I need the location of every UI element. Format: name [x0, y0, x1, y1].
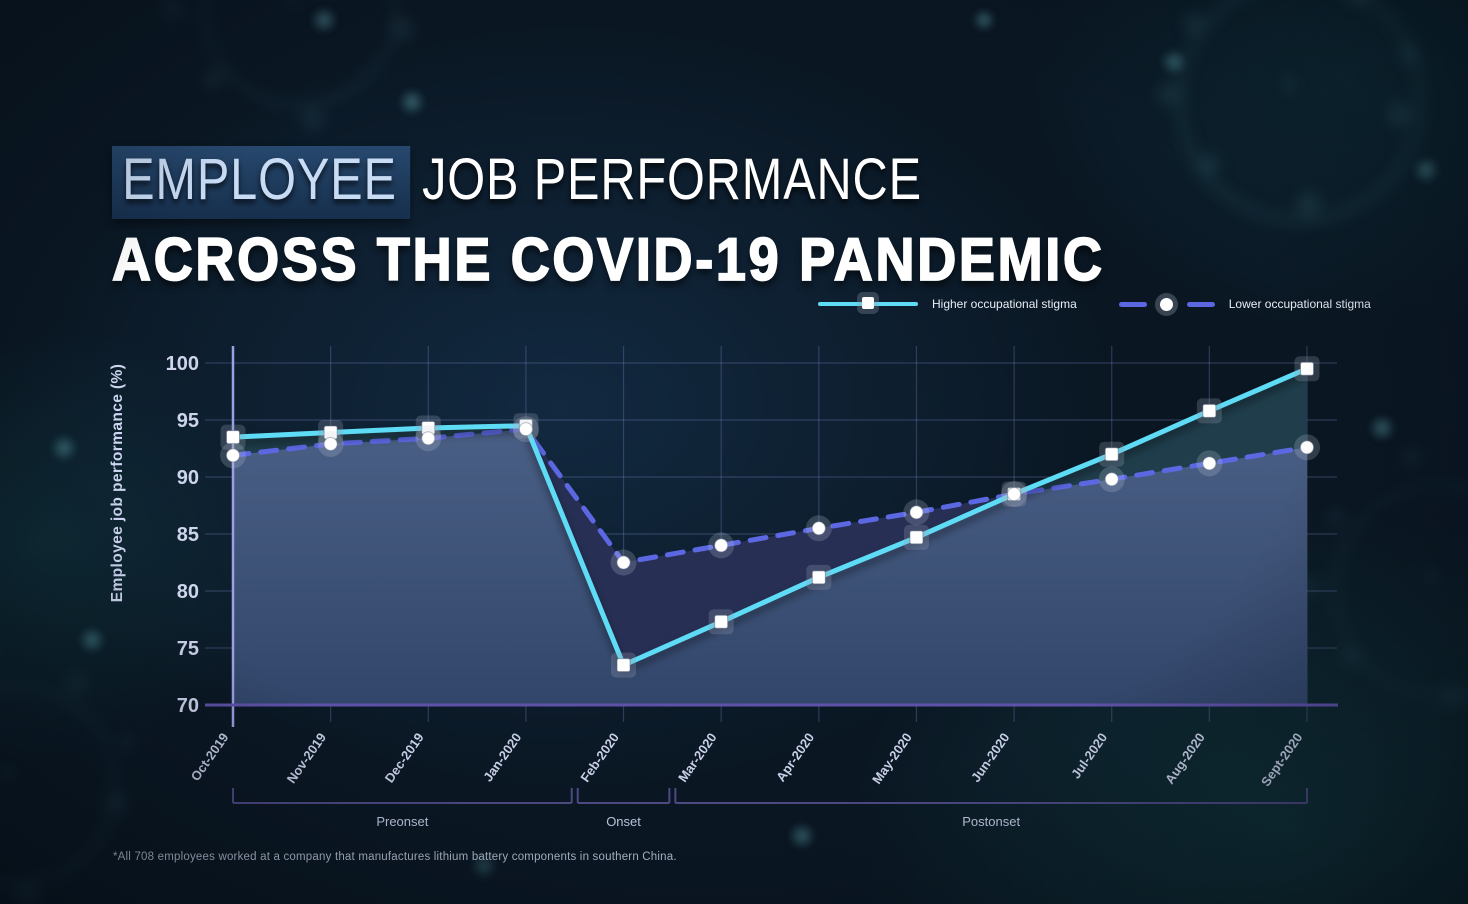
- legend-line-lower: [1118, 297, 1215, 311]
- y-tick-label: 95: [177, 410, 199, 432]
- phase-label: Preonset: [376, 814, 428, 829]
- x-tick-label: Aug-2020: [1162, 730, 1208, 787]
- x-tick-label: Jan-2020: [480, 730, 524, 784]
- marker-circle-lower: [811, 521, 826, 536]
- y-tick-label: 100: [166, 353, 199, 375]
- marker-circle-lower: [518, 422, 533, 437]
- title-line-1: EMPLOYEE JOB PERFORMANCE: [112, 146, 1039, 219]
- footnote: *All 708 employees worked at a company t…: [113, 851, 677, 863]
- marker-square-higher: [1300, 361, 1314, 376]
- phase-label: Postonset: [962, 814, 1020, 829]
- phase-label: Onset: [606, 814, 641, 829]
- legend-label-lower: Lower occupational stigma: [1228, 297, 1371, 311]
- marker-circle-lower: [714, 538, 729, 553]
- x-tick-label: Mar-2020: [675, 730, 720, 785]
- x-tick-label: Nov-2019: [284, 730, 329, 786]
- legend-dash: [1118, 301, 1147, 307]
- marker-square-higher: [226, 430, 240, 445]
- x-tick-label: Sept-2020: [1258, 730, 1306, 789]
- x-tick-label: Feb-2020: [577, 730, 622, 785]
- marker-circle-lower: [1202, 456, 1217, 471]
- marker-square-higher: [714, 614, 729, 629]
- y-tick-label: 85: [177, 524, 199, 546]
- x-tick-label: Jul-2020: [1068, 730, 1110, 781]
- title-highlight: EMPLOYEE: [112, 146, 411, 219]
- y-tick-label: 70: [177, 695, 199, 717]
- title-line-2: ACROSS THE COVID-19 PANDEMIC: [111, 225, 1105, 294]
- marker-circle-lower: [1104, 472, 1119, 487]
- legend-line-higher: [818, 297, 918, 309]
- legend-dash: [1186, 301, 1215, 307]
- marker-square-higher: [616, 658, 631, 673]
- marker-square-higher: [1202, 403, 1217, 418]
- marker-circle-lower: [1007, 487, 1022, 502]
- title-rest: JOB PERFORMANCE: [422, 147, 922, 212]
- chart-legend: Higher occupational stigma Lower occupat…: [818, 297, 1371, 311]
- y-axis-title: Employee job performance (%): [109, 364, 126, 603]
- marker-square-higher: [811, 570, 826, 585]
- marker-square-higher: [1104, 447, 1119, 462]
- legend-label-higher: Higher occupational stigma: [932, 297, 1077, 311]
- marker-circle-lower: [1300, 440, 1314, 455]
- x-tick-label: Oct-2019: [188, 730, 232, 784]
- y-tick-label: 80: [177, 581, 199, 603]
- marker-square-higher: [909, 530, 924, 545]
- marker-circle-lower: [421, 431, 436, 446]
- y-tick-label: 75: [177, 638, 199, 660]
- legend-circle-marker-icon: [1160, 297, 1174, 311]
- x-tick-label: Jun-2020: [968, 730, 1013, 785]
- marker-circle-lower: [323, 436, 338, 451]
- x-tick-label: Dec-2019: [382, 730, 427, 785]
- legend-square-marker-icon: [862, 297, 874, 309]
- y-tick-label: 90: [177, 467, 199, 489]
- x-tick-label: Apr-2020: [773, 730, 817, 784]
- marker-circle-lower: [909, 505, 924, 520]
- marker-circle-lower: [226, 448, 240, 463]
- chart-title: EMPLOYEE JOB PERFORMANCE ACROSS THE COVID…: [111, 146, 1215, 294]
- marker-circle-lower: [616, 555, 631, 570]
- x-tick-label: May-2020: [869, 730, 915, 787]
